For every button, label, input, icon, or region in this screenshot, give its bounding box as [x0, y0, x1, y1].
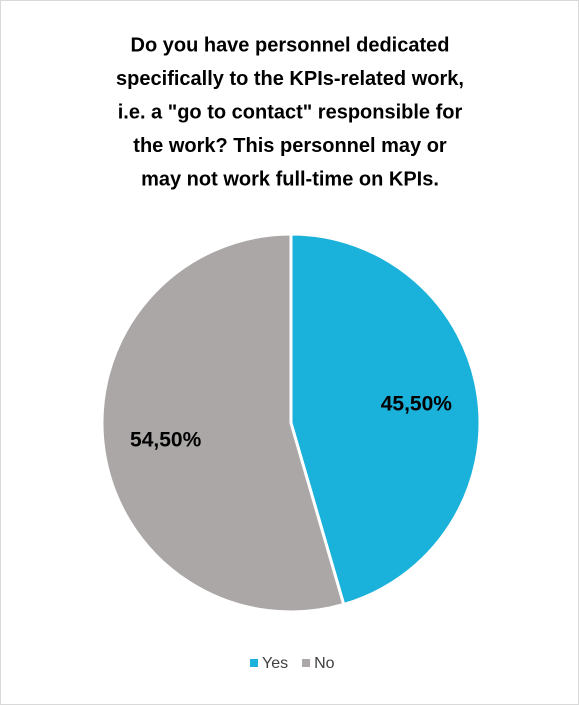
data-label: 45,50% [381, 393, 453, 416]
data-label: 54,50% [130, 428, 202, 451]
legend-label: No [314, 655, 335, 672]
pie-slice [100, 232, 346, 614]
chart-title: specifically to the KPIs-related work, [116, 68, 464, 90]
legend-swatch [250, 659, 258, 667]
chart-title: i.e. a "go to contact" responsible for [118, 101, 463, 123]
legend-swatch [302, 659, 311, 667]
legend-label: Yes [262, 655, 288, 672]
pie-slice [289, 232, 482, 607]
chart-title: Do you have personnel dedicated [131, 34, 450, 56]
chart-title: may not work full-time on KPIs. [141, 168, 439, 190]
chart-title: the work? This personnel may or [133, 135, 447, 157]
